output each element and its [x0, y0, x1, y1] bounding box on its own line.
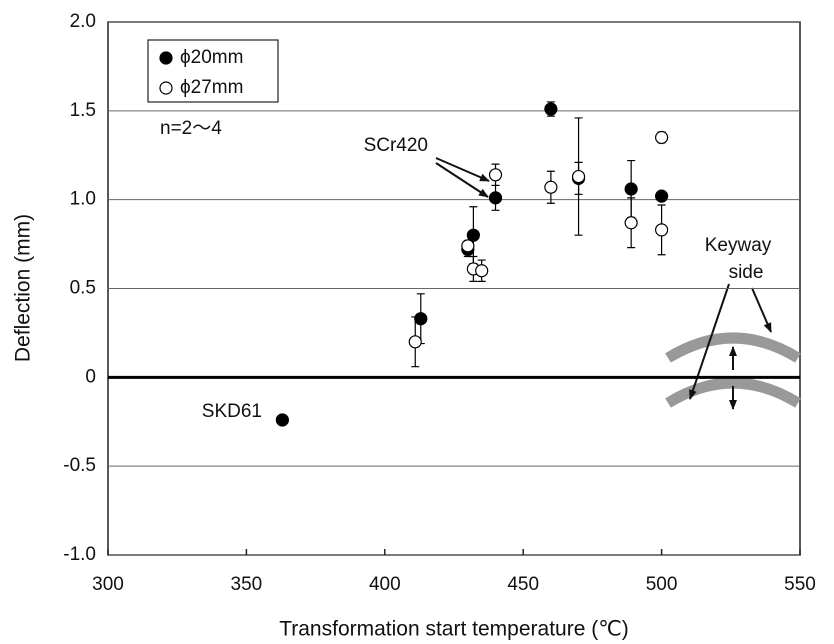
y-tick-label: 0	[85, 366, 96, 387]
y-tick-label: -1.0	[63, 544, 96, 565]
annotation: SKD61	[202, 401, 262, 422]
point	[624, 216, 638, 230]
point	[571, 169, 586, 184]
point	[654, 223, 669, 237]
y-tick-label: 1.0	[70, 189, 96, 210]
point	[654, 130, 669, 145]
arrow	[435, 157, 490, 182]
legend-marker	[159, 51, 173, 65]
x-tick-label: 300	[92, 574, 124, 595]
y-tick-label: 1.5	[70, 100, 96, 121]
y-tick-label: 0.5	[70, 278, 96, 299]
point	[544, 180, 558, 194]
arrow	[689, 283, 730, 400]
y-tick-label: -0.5	[63, 455, 96, 476]
point	[488, 191, 503, 205]
decorations	[435, 157, 801, 410]
point	[475, 264, 489, 278]
legend-label: ϕ20mm	[180, 47, 243, 68]
x-axis-title: Transformation start temperature (℃)	[279, 618, 629, 641]
x-tick-label: 500	[646, 574, 678, 595]
x-tick-label: 550	[784, 574, 816, 595]
x-tick-label: 450	[507, 574, 539, 595]
point	[544, 102, 558, 116]
annotation: n=2～4	[160, 118, 222, 139]
point	[414, 312, 428, 326]
y-axis-title: Deflection (mm)	[12, 214, 35, 362]
legend-marker	[159, 81, 173, 95]
annotation: Keyway	[705, 235, 772, 256]
annotation: side	[729, 262, 764, 283]
arrow	[751, 287, 772, 333]
point	[466, 228, 480, 242]
point	[408, 335, 422, 349]
x-tick-label: 400	[369, 574, 401, 595]
keyway-arc	[665, 332, 801, 363]
point	[488, 168, 503, 182]
legend-label: ϕ27mm	[180, 77, 243, 98]
x-tick-label: 350	[231, 574, 263, 595]
point	[654, 189, 669, 203]
keyway-arc	[665, 377, 801, 408]
point	[275, 413, 289, 427]
point	[461, 239, 475, 253]
point	[624, 182, 638, 196]
arrow	[435, 162, 489, 198]
y-tick-label: 2.0	[70, 11, 96, 32]
annotation: SCr420	[364, 135, 428, 156]
